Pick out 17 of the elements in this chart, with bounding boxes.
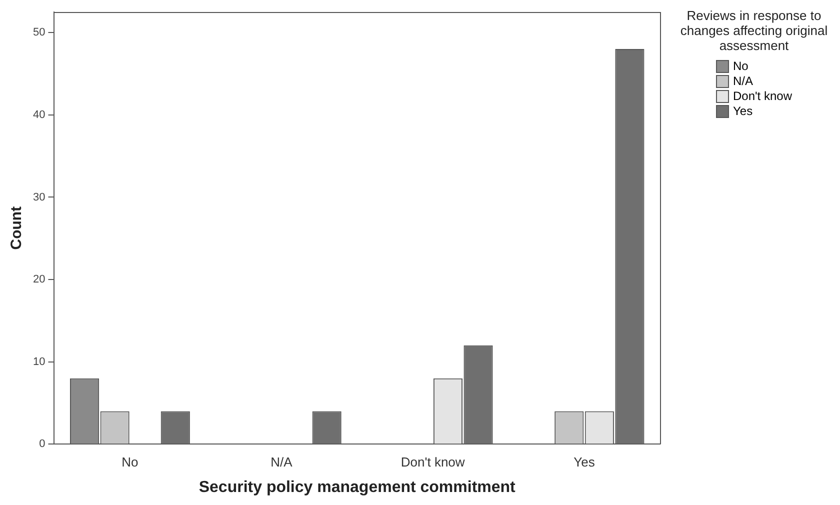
y-tick-label: 10 <box>32 356 46 368</box>
y-tick-label: 30 <box>32 191 46 204</box>
legend-label: Yes <box>733 104 753 119</box>
y-tick-label: 20 <box>32 274 46 286</box>
x-tick-label: Don't know <box>400 454 466 470</box>
x-axis-title: Security policy management commitment <box>198 478 516 496</box>
legend-title: Reviews in response to changes affecting original assessment <box>679 8 829 53</box>
y-axis-title: Count <box>8 206 26 250</box>
x-tick-label: No <box>122 454 138 470</box>
y-tick-label: 50 <box>32 26 46 39</box>
legend-label: No <box>733 59 748 74</box>
x-tick-label: Yes <box>574 454 596 470</box>
legend-label: N/A <box>733 74 754 89</box>
y-tick-label: 0 <box>39 438 46 450</box>
legend-label: Don't know <box>733 89 792 104</box>
y-tick-label: 40 <box>32 108 46 121</box>
x-tick-label: N/A <box>270 454 293 470</box>
